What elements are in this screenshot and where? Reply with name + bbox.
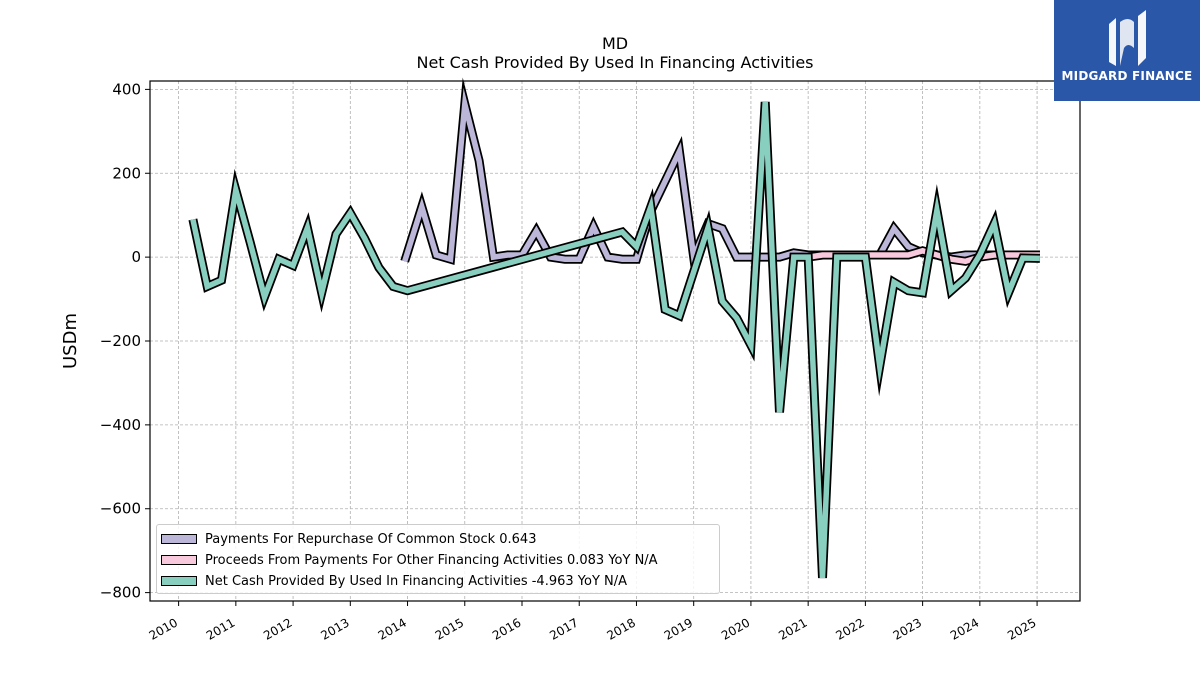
x-tick-label: 2021	[776, 615, 809, 642]
x-tick-label: 2012	[261, 615, 294, 642]
x-tick-label: 2014	[376, 615, 409, 642]
legend-label: Net Cash Provided By Used In Financing A…	[205, 573, 628, 589]
x-tick-label: 2024	[948, 615, 981, 642]
series-layer	[188, 77, 1041, 579]
y-tick-label: −400	[100, 416, 141, 434]
legend: Payments For Repurchase Of Common Stock …	[156, 524, 720, 594]
x-tick-label: 2016	[490, 615, 523, 642]
x-tick-label: 2019	[662, 615, 695, 642]
y-tick-label: −800	[100, 584, 141, 602]
legend-entry: Payments For Repurchase Of Common Stock …	[161, 530, 536, 548]
x-tick-label: 2023	[891, 615, 924, 642]
legend-entry: Net Cash Provided By Used In Financing A…	[161, 572, 627, 590]
x-tick-label: 2010	[147, 615, 180, 642]
y-axis: 400 200 0 −200 −400 −600 −800	[100, 80, 150, 602]
legend-label: Proceeds From Payments For Other Financi…	[205, 552, 658, 568]
logo-mark-icon	[1109, 10, 1146, 66]
legend-swatch	[161, 555, 197, 565]
grid	[150, 81, 1080, 601]
brand-logo: MIDGARD FINANCE	[1054, 0, 1200, 101]
x-tick-label: 2011	[204, 615, 237, 642]
x-tick-label: 2022	[833, 615, 866, 642]
y-tick-label: −600	[100, 500, 141, 518]
chart-title: MD	[601, 34, 629, 53]
y-axis-label: USDm	[60, 313, 81, 369]
series-line-2	[190, 101, 1040, 579]
y-tick-label: 0	[131, 248, 141, 266]
legend-swatch	[161, 534, 197, 544]
x-tick-label: 2013	[318, 615, 351, 642]
y-tick-label: 400	[112, 80, 141, 98]
y-tick-label: −200	[100, 332, 141, 350]
x-tick-label: 2018	[605, 615, 638, 642]
x-tick-label: 2025	[1005, 615, 1038, 642]
legend-entry: Proceeds From Payments For Other Financi…	[161, 551, 658, 569]
x-tick-label: 2015	[433, 615, 466, 642]
logo-text: MIDGARD FINANCE	[1061, 69, 1193, 83]
y-tick-label: 200	[112, 164, 141, 182]
chart-subtitle: Net Cash Provided By Used In Financing A…	[416, 53, 814, 72]
x-tick-label: 2020	[719, 615, 752, 642]
legend-label: Payments For Repurchase Of Common Stock …	[205, 531, 537, 547]
x-tick-label: 2017	[547, 615, 580, 642]
x-axis: 2010 2011 2012 2013 2014 2015 2016 2017 2018 2019…	[147, 601, 1039, 643]
legend-swatch	[161, 576, 197, 586]
